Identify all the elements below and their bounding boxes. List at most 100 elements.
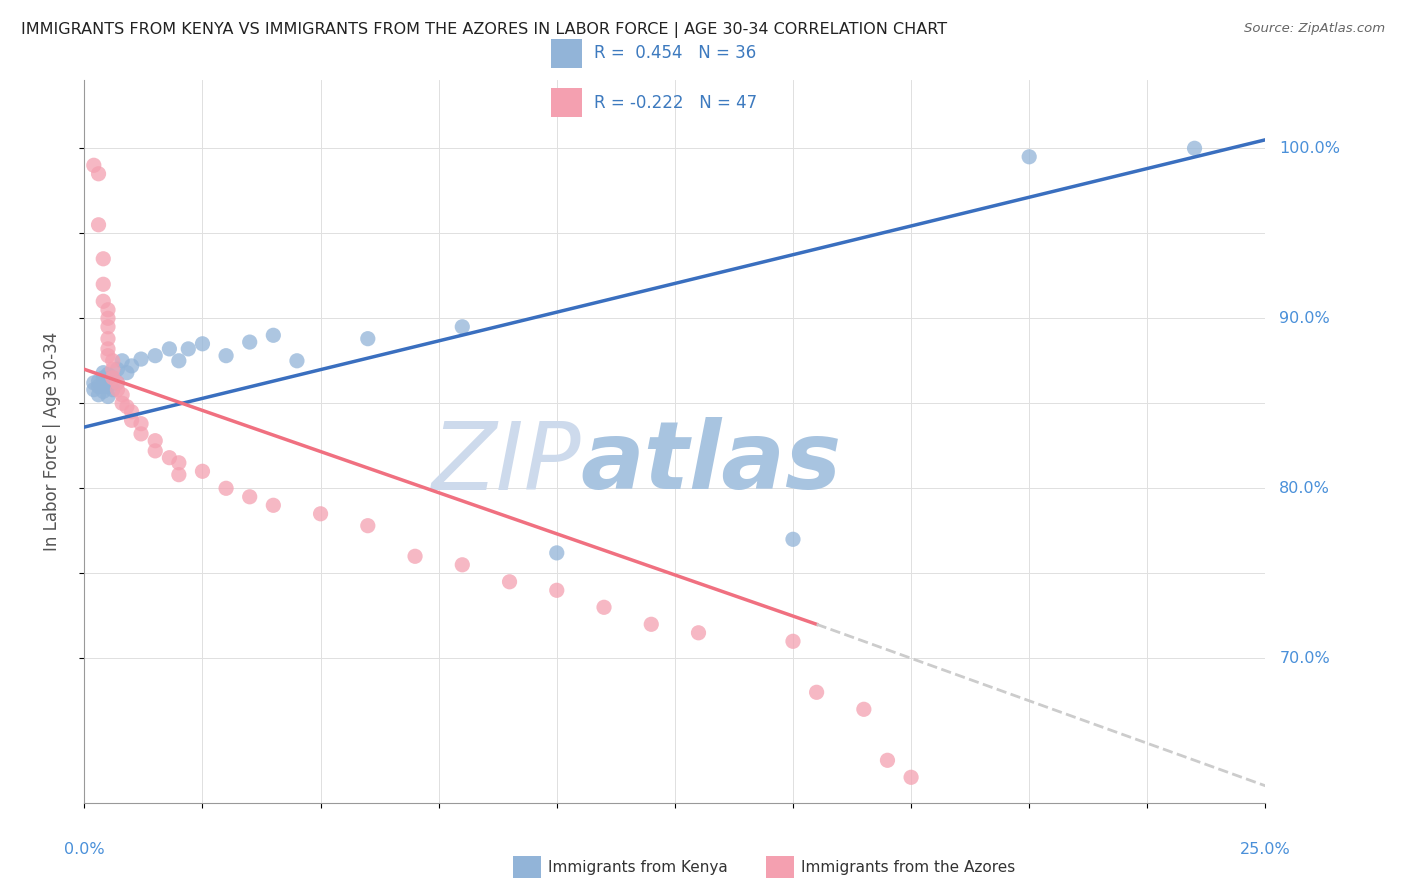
Point (107, 362, 129, 376)
Point (129, 426, 152, 441)
Point (87, 374, 110, 388)
Point (404, 549, 426, 564)
Point (546, 546, 568, 560)
Point (357, 332, 380, 346)
Point (262, 328, 284, 343)
Point (101, 371, 124, 385)
Point (111, 396, 134, 410)
Text: 25.0%: 25.0% (1240, 842, 1291, 856)
FancyBboxPatch shape (551, 39, 582, 68)
Point (121, 359, 143, 373)
Point (97, 302, 120, 317)
Point (167, 353, 190, 368)
Point (91, 384, 114, 399)
Point (157, 342, 180, 356)
Point (107, 383, 129, 397)
Point (806, 685, 828, 699)
Point (91, 252, 114, 266)
Point (91, 379, 114, 393)
Point (107, 376, 129, 390)
Point (498, 574, 520, 589)
Point (143, 434, 166, 448)
Point (900, 770, 922, 784)
Point (852, 702, 875, 716)
Point (262, 498, 284, 512)
Point (107, 376, 129, 390)
Point (593, 600, 616, 615)
Text: Immigrants from the Azores: Immigrants from the Azores (801, 860, 1015, 874)
Point (239, 335, 262, 350)
Point (83, 158, 105, 172)
Point (177, 342, 200, 356)
Point (115, 400, 138, 414)
Point (87, 379, 110, 393)
Point (143, 349, 166, 363)
Y-axis label: In Labor Force | Age 30-34: In Labor Force | Age 30-34 (42, 332, 60, 551)
Point (97, 332, 120, 346)
Point (91, 294, 114, 309)
Point (101, 353, 124, 368)
Point (143, 443, 166, 458)
Text: R = -0.222   N = 47: R = -0.222 N = 47 (593, 94, 756, 112)
FancyBboxPatch shape (551, 88, 582, 117)
Point (87, 218, 110, 232)
Point (1184, 141, 1206, 155)
Text: ZIP: ZIP (430, 417, 581, 508)
Point (129, 417, 152, 431)
Point (782, 634, 804, 648)
Point (83, 383, 105, 397)
Point (451, 319, 474, 334)
Point (1018, 150, 1040, 164)
Point (91, 277, 114, 292)
Text: 80.0%: 80.0% (1279, 481, 1330, 496)
Text: 70.0%: 70.0% (1279, 651, 1330, 665)
Point (97, 379, 120, 393)
Point (239, 490, 262, 504)
Text: 0.0%: 0.0% (65, 842, 104, 856)
Point (357, 518, 380, 533)
Point (191, 336, 214, 351)
Point (101, 371, 124, 385)
Point (97, 311, 120, 326)
Point (87, 388, 110, 402)
Point (285, 353, 308, 368)
Point (97, 319, 120, 334)
Point (129, 352, 152, 367)
Text: R =  0.454   N = 36: R = 0.454 N = 36 (593, 45, 756, 62)
Point (157, 450, 180, 465)
Point (121, 405, 143, 419)
Text: Immigrants from Kenya: Immigrants from Kenya (548, 860, 728, 874)
Text: 90.0%: 90.0% (1279, 310, 1330, 326)
Point (111, 353, 134, 368)
Text: Source: ZipAtlas.com: Source: ZipAtlas.com (1244, 22, 1385, 36)
Point (83, 376, 105, 390)
Point (91, 366, 114, 380)
Point (876, 753, 898, 767)
Point (87, 167, 110, 181)
Point (167, 456, 190, 470)
Point (215, 481, 238, 495)
Text: IMMIGRANTS FROM KENYA VS IMMIGRANTS FROM THE AZORES IN LABOR FORCE | AGE 30-34 C: IMMIGRANTS FROM KENYA VS IMMIGRANTS FROM… (21, 22, 948, 38)
Point (546, 583, 568, 598)
Point (97, 349, 120, 363)
Point (97, 376, 120, 390)
Point (451, 558, 474, 572)
Text: 100.0%: 100.0% (1279, 141, 1340, 156)
Point (111, 388, 134, 402)
Point (115, 366, 138, 380)
Point (97, 342, 120, 356)
Point (309, 507, 332, 521)
Point (97, 368, 120, 382)
Point (97, 389, 120, 403)
Point (191, 464, 214, 478)
Point (688, 625, 710, 640)
Point (91, 371, 114, 385)
Point (101, 383, 124, 397)
Point (101, 362, 124, 376)
Point (167, 467, 190, 482)
Point (215, 349, 238, 363)
Point (640, 617, 662, 632)
Point (121, 413, 143, 427)
Point (782, 533, 804, 547)
Text: atlas: atlas (581, 417, 842, 509)
